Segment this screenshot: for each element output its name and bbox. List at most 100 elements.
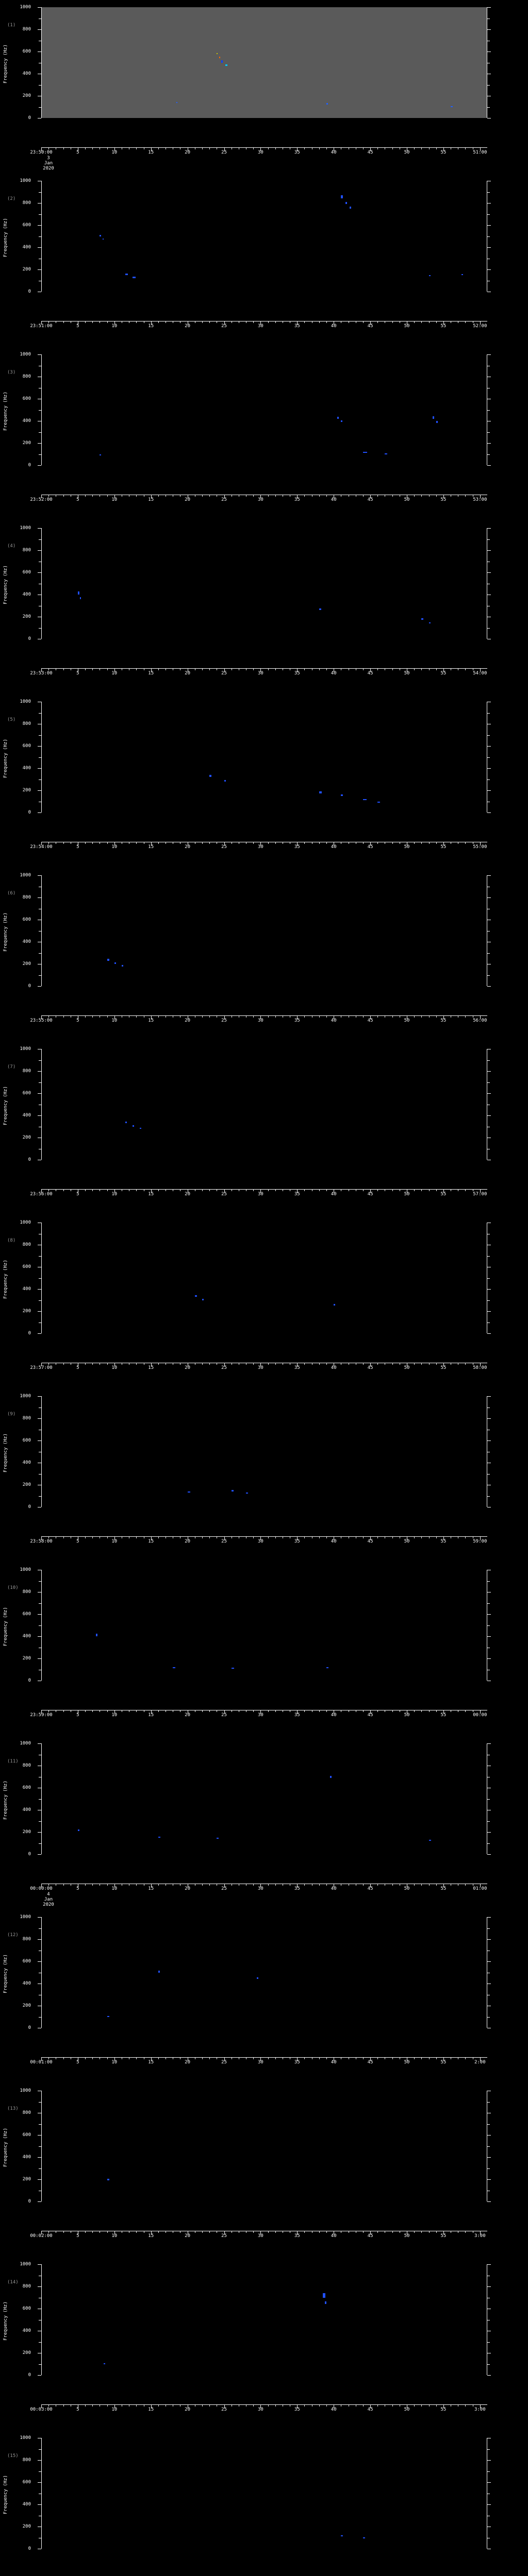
- x-axis-minor-tick: [421, 495, 422, 497]
- x-axis-minor-tick: [92, 1363, 93, 1365]
- x-axis-major-tick: [114, 1015, 115, 1019]
- y-axis-tick-label: 200: [22, 614, 31, 619]
- spectrogram-plot-area[interactable]: [41, 1396, 487, 1507]
- x-axis-minor-tick: [63, 2404, 64, 2406]
- x-axis-tick-label: 10: [111, 1365, 118, 1370]
- y-axis-minor-tick: [39, 1928, 41, 1929]
- x-axis-tick-label: 30: [257, 2233, 263, 2239]
- y-axis-tick: [487, 1636, 491, 1637]
- x-axis-major-tick: [151, 1363, 152, 1366]
- x-axis-major-tick: [41, 1189, 42, 1193]
- y-axis-minor-tick: [487, 1603, 490, 1604]
- x-axis-minor-tick: [253, 1884, 254, 1886]
- detection-mark: [107, 958, 109, 961]
- y-axis-line: [41, 2091, 42, 2201]
- x-axis-minor-tick: [253, 147, 254, 149]
- x-axis-minor-tick: [268, 1884, 269, 1886]
- x-axis-tick-label: 45: [367, 1192, 373, 1197]
- spectrogram-plot-area[interactable]: [41, 2091, 487, 2201]
- x-axis-minor-tick: [202, 668, 203, 670]
- x-axis-major-tick: [260, 668, 261, 672]
- x-axis-minor-tick: [253, 321, 254, 323]
- x-axis-tick-label: 40: [331, 1192, 337, 1197]
- y-axis-tick: [38, 1418, 41, 1419]
- x-axis-tick-label: 00:03:00: [30, 2407, 53, 2412]
- x-axis-minor-tick: [362, 321, 364, 323]
- y-axis-minor-tick: [39, 953, 41, 954]
- x-axis-minor-tick: [465, 2231, 466, 2233]
- spectrogram-plot-area[interactable]: [41, 2438, 487, 2549]
- x-axis-minor-tick: [421, 668, 422, 670]
- x-axis-major-tick: [370, 1884, 371, 1887]
- x-axis-minor-tick: [436, 1536, 437, 1538]
- detection-mark: [187, 1492, 190, 1493]
- x-axis-tick-label: 10: [111, 497, 118, 502]
- x-axis-minor-tick: [362, 1363, 364, 1365]
- x-axis-tick-label: 5: [76, 1365, 79, 1370]
- spectrogram-plot-area[interactable]: [41, 528, 487, 639]
- y-axis-tick-label: 1000: [20, 1567, 31, 1572]
- spectrogram-plot-area[interactable]: [41, 181, 487, 292]
- x-axis-tick-label: 30: [257, 2060, 263, 2065]
- x-axis-tick-label: 15: [148, 2233, 154, 2239]
- y-axis-tick: [487, 1961, 491, 1962]
- x-axis-tick-label: 35: [294, 1886, 300, 1891]
- x-axis-major-tick: [297, 1189, 298, 1193]
- x-axis-minor-tick: [304, 2057, 305, 2059]
- x-axis-tick-label: 5: [76, 1018, 79, 1023]
- x-axis-tick-label: 35: [294, 1713, 300, 1718]
- y-axis-tick-label: 1000: [20, 2435, 31, 2441]
- x-axis-minor-tick: [48, 2231, 50, 2233]
- x-axis-tick-label: 40: [331, 150, 337, 155]
- spectrogram-plot-area[interactable]: [41, 1049, 487, 1160]
- x-axis-minor-tick: [107, 495, 108, 497]
- spectrogram-plot-area[interactable]: [41, 2264, 487, 2375]
- y-axis-title: Frequency (Hz): [3, 738, 8, 778]
- x-axis-minor-tick: [392, 321, 393, 323]
- spectrogram-plot-area[interactable]: [41, 1223, 487, 1333]
- y-axis-tick: [38, 1093, 41, 1094]
- y-axis-tick-label: 600: [22, 570, 31, 575]
- y-axis-minor-tick: [39, 1581, 41, 1582]
- x-axis-tick-label: 2:00: [474, 2060, 486, 2065]
- x-axis-major-tick: [41, 1015, 42, 1019]
- y-axis-minor-tick: [487, 1278, 490, 1279]
- x-axis-minor-tick: [63, 1884, 64, 1886]
- x-axis-tick-label: 5: [76, 1713, 79, 1718]
- x-axis-minor-tick: [63, 842, 64, 844]
- y-axis-tick-label: 400: [22, 71, 31, 76]
- spectrogram-plot-area[interactable]: [41, 875, 487, 986]
- detection-mark: [362, 799, 367, 801]
- spectrogram-plot-area[interactable]: [41, 1917, 487, 2028]
- x-axis-major-tick: [260, 147, 261, 151]
- x-axis-minor-tick: [304, 2404, 305, 2406]
- x-axis-tick-label: 45: [367, 2233, 373, 2239]
- spectrogram-plot-area[interactable]: [41, 354, 487, 465]
- x-axis-major-tick: [370, 495, 371, 498]
- spectrogram-panel: 0 200 400 600 800 1000 Frequency (Hz) (5) 23:54:…: [0, 700, 528, 875]
- x-axis-minor-tick: [275, 1015, 276, 1018]
- x-axis-tick-label: 55: [440, 1886, 447, 1891]
- x-axis-minor-tick: [421, 2404, 422, 2406]
- x-axis-minor-tick: [326, 2057, 327, 2059]
- x-axis-tick-label: 20: [185, 150, 191, 155]
- panel-number: (10): [7, 1585, 19, 1590]
- detection-mark: [325, 2301, 327, 2304]
- spectrogram-plot-area[interactable]: [41, 1743, 487, 1854]
- spectrogram-plot-area[interactable]: [41, 1570, 487, 1681]
- x-axis-minor-tick: [392, 2404, 393, 2406]
- y-axis-minor-tick: [487, 2449, 490, 2450]
- x-axis-minor-tick: [304, 1363, 305, 1365]
- y-axis-minor-tick: [487, 454, 490, 455]
- x-axis-major-tick: [41, 1363, 42, 1366]
- x-axis-tick-label: 15: [148, 1018, 154, 1023]
- y-axis-minor-tick: [39, 735, 41, 736]
- spectrogram-plot-area[interactable]: [41, 7, 487, 118]
- x-axis-tick-label: 35: [294, 671, 300, 676]
- detection-mark: [362, 2537, 365, 2538]
- x-axis-tick-label: 50: [404, 2407, 410, 2412]
- x-axis-major-tick: [260, 1363, 261, 1366]
- spectrogram-plot-area[interactable]: [41, 702, 487, 812]
- panel-number: (3): [7, 370, 16, 375]
- x-axis-major-tick: [443, 2057, 444, 2061]
